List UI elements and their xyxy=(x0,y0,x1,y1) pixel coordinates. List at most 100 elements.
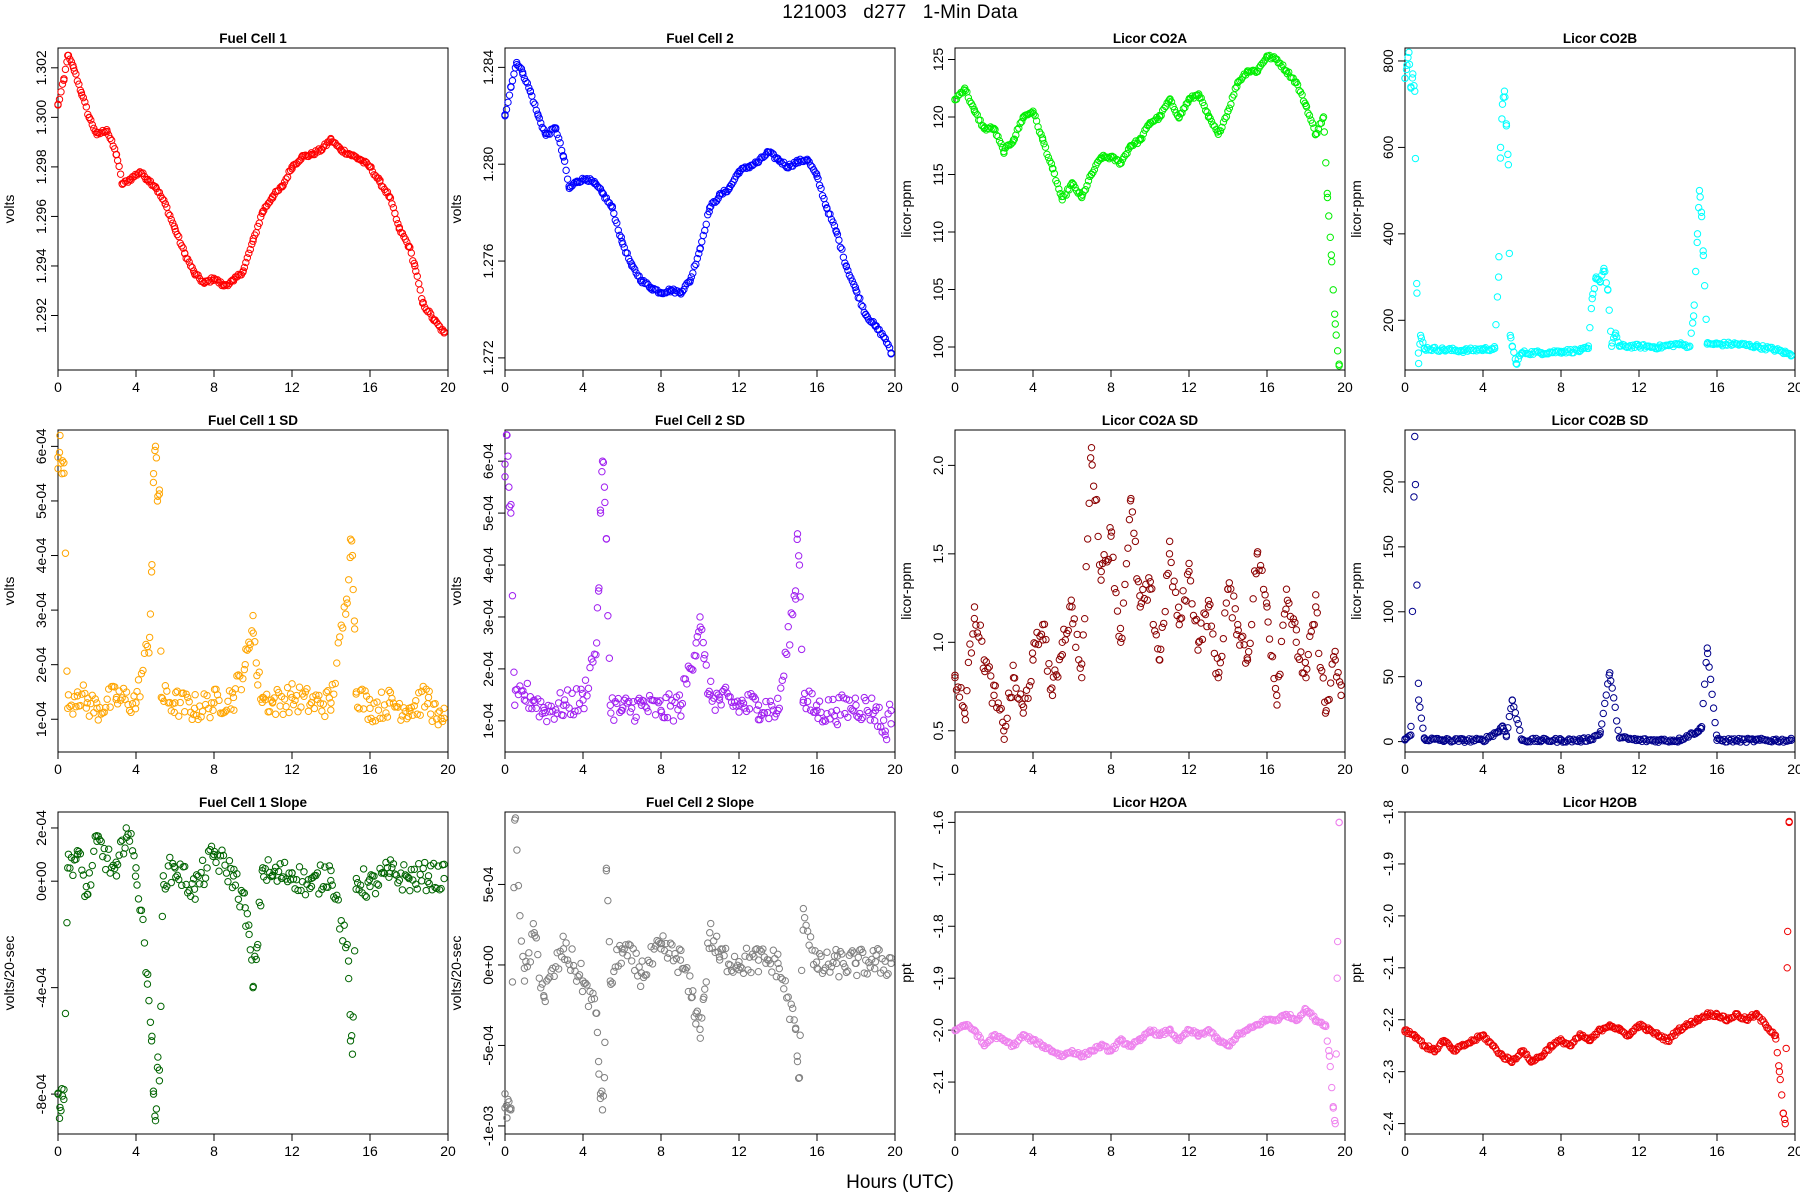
data-point xyxy=(1018,117,1026,126)
data-point xyxy=(348,551,357,560)
data-point xyxy=(435,886,444,894)
data-point xyxy=(844,967,852,975)
data-point xyxy=(1282,605,1290,613)
data-point xyxy=(1706,675,1715,684)
plot-frame xyxy=(1404,47,1796,371)
data-point xyxy=(617,959,625,967)
data-point xyxy=(149,1087,158,1095)
data-point xyxy=(368,717,377,726)
data-point xyxy=(131,705,140,713)
data-point xyxy=(1409,70,1417,78)
data-point xyxy=(659,932,667,940)
data-point xyxy=(415,279,423,288)
data-point xyxy=(787,1000,795,1008)
data-point xyxy=(155,1066,164,1074)
data-point xyxy=(581,676,590,684)
data-point xyxy=(523,679,532,688)
data-point xyxy=(869,709,877,718)
data-point xyxy=(102,703,110,712)
data-point xyxy=(566,966,575,974)
data-point xyxy=(316,699,325,707)
data-point xyxy=(181,708,189,716)
data-point xyxy=(1512,359,1520,368)
data-point xyxy=(388,694,396,703)
data-point xyxy=(1204,596,1213,605)
data-point xyxy=(419,298,427,307)
data-point xyxy=(346,150,354,159)
data-point xyxy=(222,869,231,877)
data-point xyxy=(1776,1075,1784,1084)
data-point xyxy=(1239,632,1247,641)
data-point xyxy=(56,1103,64,1112)
data-point xyxy=(610,716,618,724)
x-tick-label: 20 xyxy=(440,1143,456,1159)
data-point xyxy=(268,871,277,879)
data-point xyxy=(850,949,858,957)
y-tick-label: -2.1 xyxy=(1380,956,1396,980)
data-point xyxy=(1280,610,1289,618)
data-point xyxy=(987,672,995,680)
data-point xyxy=(723,967,731,976)
data-point xyxy=(848,706,857,714)
data-point xyxy=(790,1016,798,1024)
data-point xyxy=(1010,674,1019,682)
x-tick-label: 12 xyxy=(284,761,300,777)
x-tick-label: 0 xyxy=(951,1143,959,1159)
data-point xyxy=(838,950,846,958)
data-point xyxy=(282,175,290,183)
data-point xyxy=(183,693,192,702)
data-point xyxy=(404,712,413,721)
data-point xyxy=(343,599,351,607)
data-point xyxy=(90,847,98,855)
data-point xyxy=(1289,615,1298,623)
data-point xyxy=(732,702,740,710)
data-point xyxy=(291,696,299,705)
plot-frame xyxy=(504,47,896,371)
data-point xyxy=(1697,212,1706,221)
data-point xyxy=(619,240,627,248)
data-point xyxy=(514,881,523,890)
data-point xyxy=(324,883,332,892)
data-point xyxy=(739,699,748,707)
data-point xyxy=(994,132,1002,141)
data-point xyxy=(1404,733,1412,741)
data-point xyxy=(182,880,190,889)
data-point xyxy=(1022,1032,1030,1040)
data-point xyxy=(1696,724,1704,732)
x-tick-label: 16 xyxy=(362,1143,378,1159)
data-point xyxy=(192,711,201,720)
data-point xyxy=(145,633,154,642)
data-point xyxy=(1087,170,1096,178)
y-tick-label: 3e-04 xyxy=(480,599,496,635)
data-point xyxy=(696,613,704,621)
data-point xyxy=(418,687,426,696)
data-point xyxy=(1411,154,1420,163)
data-point xyxy=(1138,134,1146,143)
data-point xyxy=(388,863,396,872)
data-point xyxy=(560,696,569,704)
data-point xyxy=(426,710,435,718)
x-tick-label: 12 xyxy=(1181,761,1197,777)
data-point xyxy=(844,713,852,721)
data-point xyxy=(1310,124,1318,132)
data-point xyxy=(1031,640,1040,648)
data-point xyxy=(686,278,694,286)
data-point xyxy=(1332,1050,1340,1058)
x-tick-label: 0 xyxy=(1401,761,1409,777)
data-point xyxy=(705,207,713,216)
data-point xyxy=(148,1032,156,1041)
data-point xyxy=(257,213,265,221)
data-point xyxy=(1686,342,1694,351)
data-point xyxy=(1405,732,1414,740)
data-point xyxy=(826,210,834,218)
data-point xyxy=(400,704,408,712)
data-point xyxy=(426,310,435,318)
data-point xyxy=(823,948,831,956)
data-point xyxy=(1177,614,1186,622)
data-point xyxy=(560,955,569,964)
data-point xyxy=(1092,495,1101,504)
data-point xyxy=(344,957,353,965)
data-point xyxy=(550,972,558,981)
